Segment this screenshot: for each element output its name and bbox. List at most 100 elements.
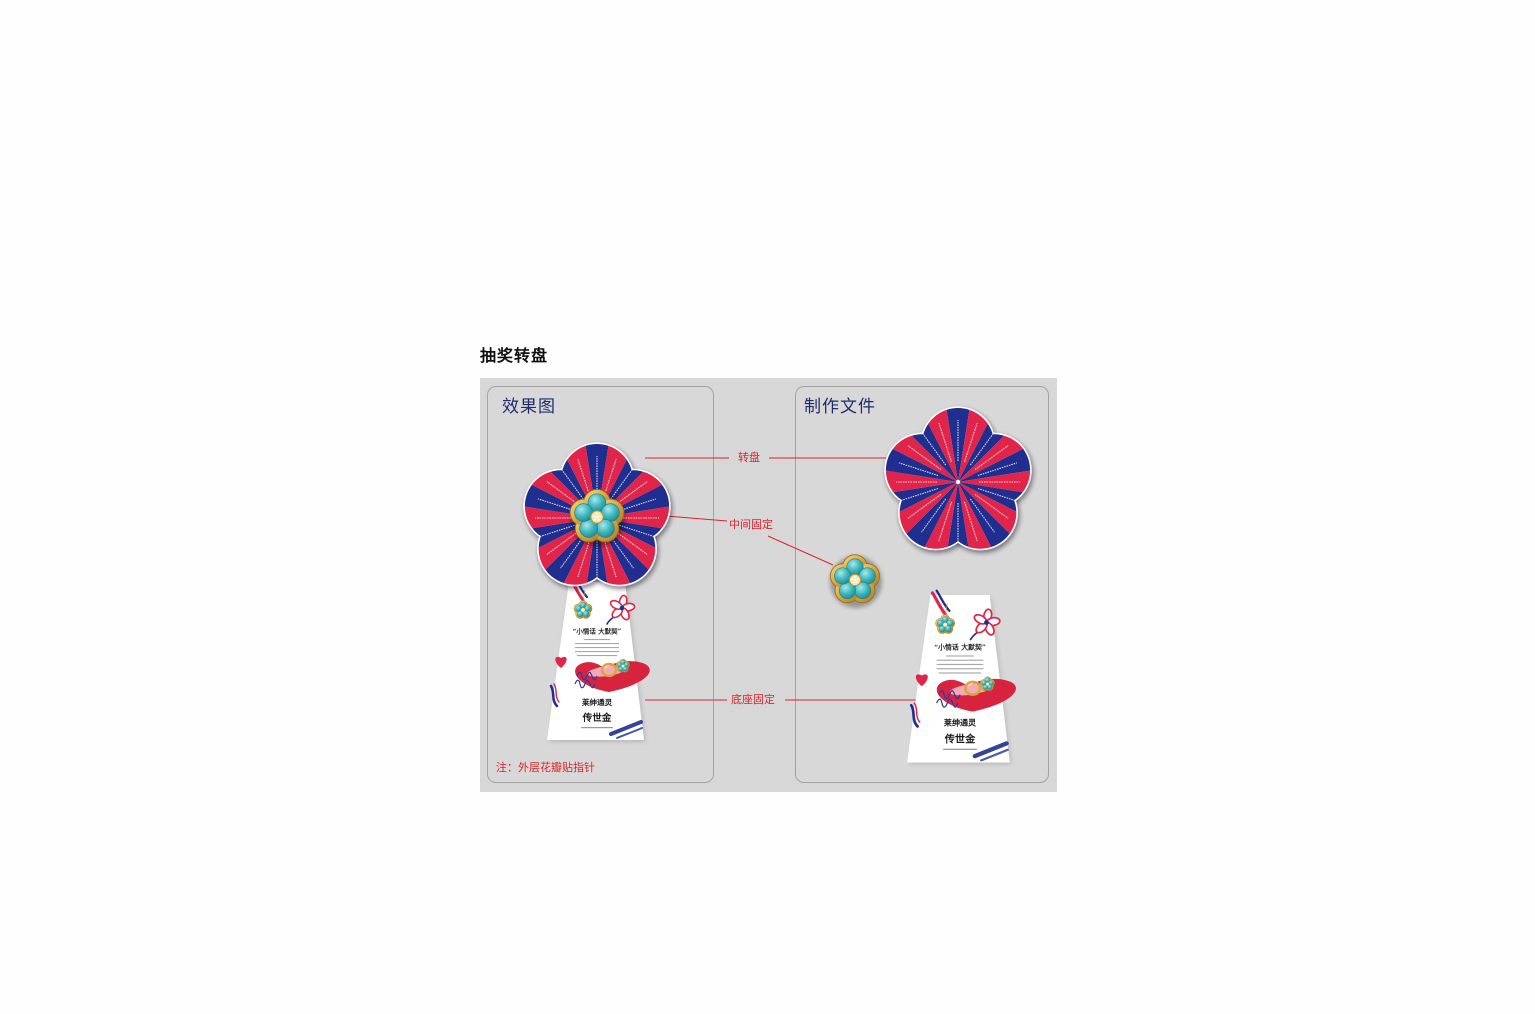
- script-stroke: [936, 698, 959, 708]
- jewel-pave-diamond: [621, 665, 623, 667]
- center-fixture-production: [829, 554, 882, 608]
- small-heart: [555, 656, 567, 668]
- ribbon-flower-ornament: [606, 594, 636, 625]
- wheel-segment-fine-print: [602, 537, 617, 578]
- jewel-pave-diamond: [593, 514, 596, 518]
- callout-line-center-to-effect: [665, 515, 728, 522]
- wheel-segment-fine-print: [602, 458, 617, 499]
- jewel-pave-diamond: [853, 578, 857, 582]
- wheel-segment-fine-print: [613, 529, 648, 555]
- jewel-turquoise-stone: [584, 605, 591, 612]
- prize-wheel-effect: [523, 442, 673, 590]
- callout-label-base-fix: 底座固定: [731, 693, 775, 706]
- jewel-pave-diamond: [986, 683, 988, 685]
- wheel-segment-fine-print: [921, 498, 947, 533]
- gold-ring: [964, 680, 982, 696]
- jewel-pave-diamond: [597, 518, 600, 521]
- rules-fine-print: [575, 639, 619, 657]
- base-slogan: “小情话 大默契”: [934, 643, 986, 652]
- jewel-pave-diamond: [582, 609, 584, 611]
- jewel-turquoise-stone: [946, 619, 954, 627]
- fine-print-line: [938, 672, 982, 674]
- rules-fine-print: [936, 655, 984, 674]
- jewel-turquoise-stone: [858, 567, 876, 585]
- base-slogan: “小情话 大默契”: [573, 627, 622, 636]
- wheel-segment-fine-print: [898, 462, 939, 477]
- wheel-segment-fine-print: [608, 467, 634, 502]
- edge-ribbon-red: [553, 683, 560, 703]
- jewel-turquoise-stone: [988, 680, 994, 686]
- base-stand-production: “小情话 大默契” 莱绅通灵 传世金: [907, 589, 1016, 765]
- jewel-turquoise-stone: [617, 662, 622, 668]
- wheel-segment-fine-print: [907, 445, 942, 471]
- ribbon-stripe-red: [930, 591, 947, 616]
- jewel-pave-diamond: [623, 666, 624, 667]
- wheel-segment-fine-print: [907, 493, 942, 519]
- fine-print-line: [936, 659, 984, 661]
- jewel-pave-diamond: [582, 610, 583, 612]
- script-stroke: [576, 671, 598, 681]
- jewel-pave-diamond: [855, 581, 858, 584]
- pendant-jewel: [935, 614, 956, 634]
- brush-stroke-blue: [616, 727, 643, 739]
- base-panel: [907, 595, 1010, 763]
- jewel-pave-diamond: [944, 624, 946, 626]
- jewel-pave-diamond: [944, 623, 946, 624]
- wheel-segment-fine-print: [963, 501, 978, 542]
- callout-lines: [645, 457, 916, 701]
- base-brand: 莱绅通灵: [944, 717, 977, 727]
- jewel-turquoise-stone: [624, 662, 629, 668]
- jewel-pave-diamond: [595, 515, 599, 519]
- jewel-pave-diamond: [851, 578, 854, 581]
- jewel-pave-diamond: [988, 683, 989, 685]
- ribbon-flower-center: [619, 605, 625, 611]
- wheel-segment: [958, 443, 1031, 482]
- wheel-segment-fine-print: [938, 501, 953, 542]
- wheel-segment-fine-print: [546, 529, 581, 555]
- pendant-chain: [582, 589, 586, 603]
- fine-print-line: [584, 639, 610, 641]
- wheel-segment-fine-print: [537, 498, 578, 513]
- fine-print-line: [575, 643, 619, 645]
- fine-print-line: [577, 655, 617, 657]
- jewel-pave-diamond: [986, 684, 988, 685]
- ribbon-flower-ornament: [969, 608, 1001, 641]
- wheel-segment: [898, 482, 958, 549]
- jewel-turquoise-stone: [981, 680, 987, 686]
- callout-label-center-fix: 中间固定: [729, 518, 773, 531]
- production-file-title: 制作文件: [804, 397, 876, 417]
- gold-ring: [600, 662, 618, 678]
- wheel-segment-fine-print: [546, 481, 581, 507]
- jewel-turquoise-stone: [574, 503, 593, 522]
- fine-print-line: [575, 651, 619, 653]
- base-product-name: 传世金: [582, 712, 612, 724]
- pendant-chain: [944, 603, 948, 617]
- wheel-segment-fine-print: [969, 431, 995, 466]
- wheel-segment: [958, 482, 997, 549]
- jewel-pave-diamond: [852, 581, 855, 584]
- wheel-center-point: [955, 479, 961, 485]
- ring-jewel: [616, 658, 630, 673]
- jewel-pave-diamond: [945, 623, 947, 625]
- wheel-segment-fine-print: [974, 445, 1009, 471]
- pendant-jewel: [573, 600, 593, 619]
- wheel-segment-fine-print: [537, 523, 578, 538]
- wheel-segment-fine-print: [577, 458, 592, 499]
- wheel-segment-fine-print: [608, 534, 634, 569]
- jewel-pave-diamond: [987, 682, 988, 684]
- base-stand-effect: “小情话 大默契” 莱绅通灵 传世金: [547, 576, 650, 742]
- jewel-pave-diamond: [854, 576, 856, 579]
- callout-label-wheel: 转盘: [738, 451, 760, 464]
- ribbon-flower-center: [984, 620, 989, 625]
- jewel-pave-diamond: [945, 625, 947, 626]
- jewel-turquoise-stone: [601, 503, 620, 522]
- base-product-name: 传世金: [944, 732, 976, 745]
- jewel-pave-diamond: [581, 609, 583, 611]
- wheel-segment-fine-print: [977, 487, 1018, 502]
- standalone-center-jewel: [829, 554, 881, 604]
- jewel-pave-diamond: [582, 608, 584, 610]
- base-decorations: [909, 589, 1016, 762]
- blue-script-ornament: [574, 671, 598, 689]
- jewel-pave-diamond: [598, 514, 601, 518]
- brush-stroke-blue: [972, 741, 1009, 759]
